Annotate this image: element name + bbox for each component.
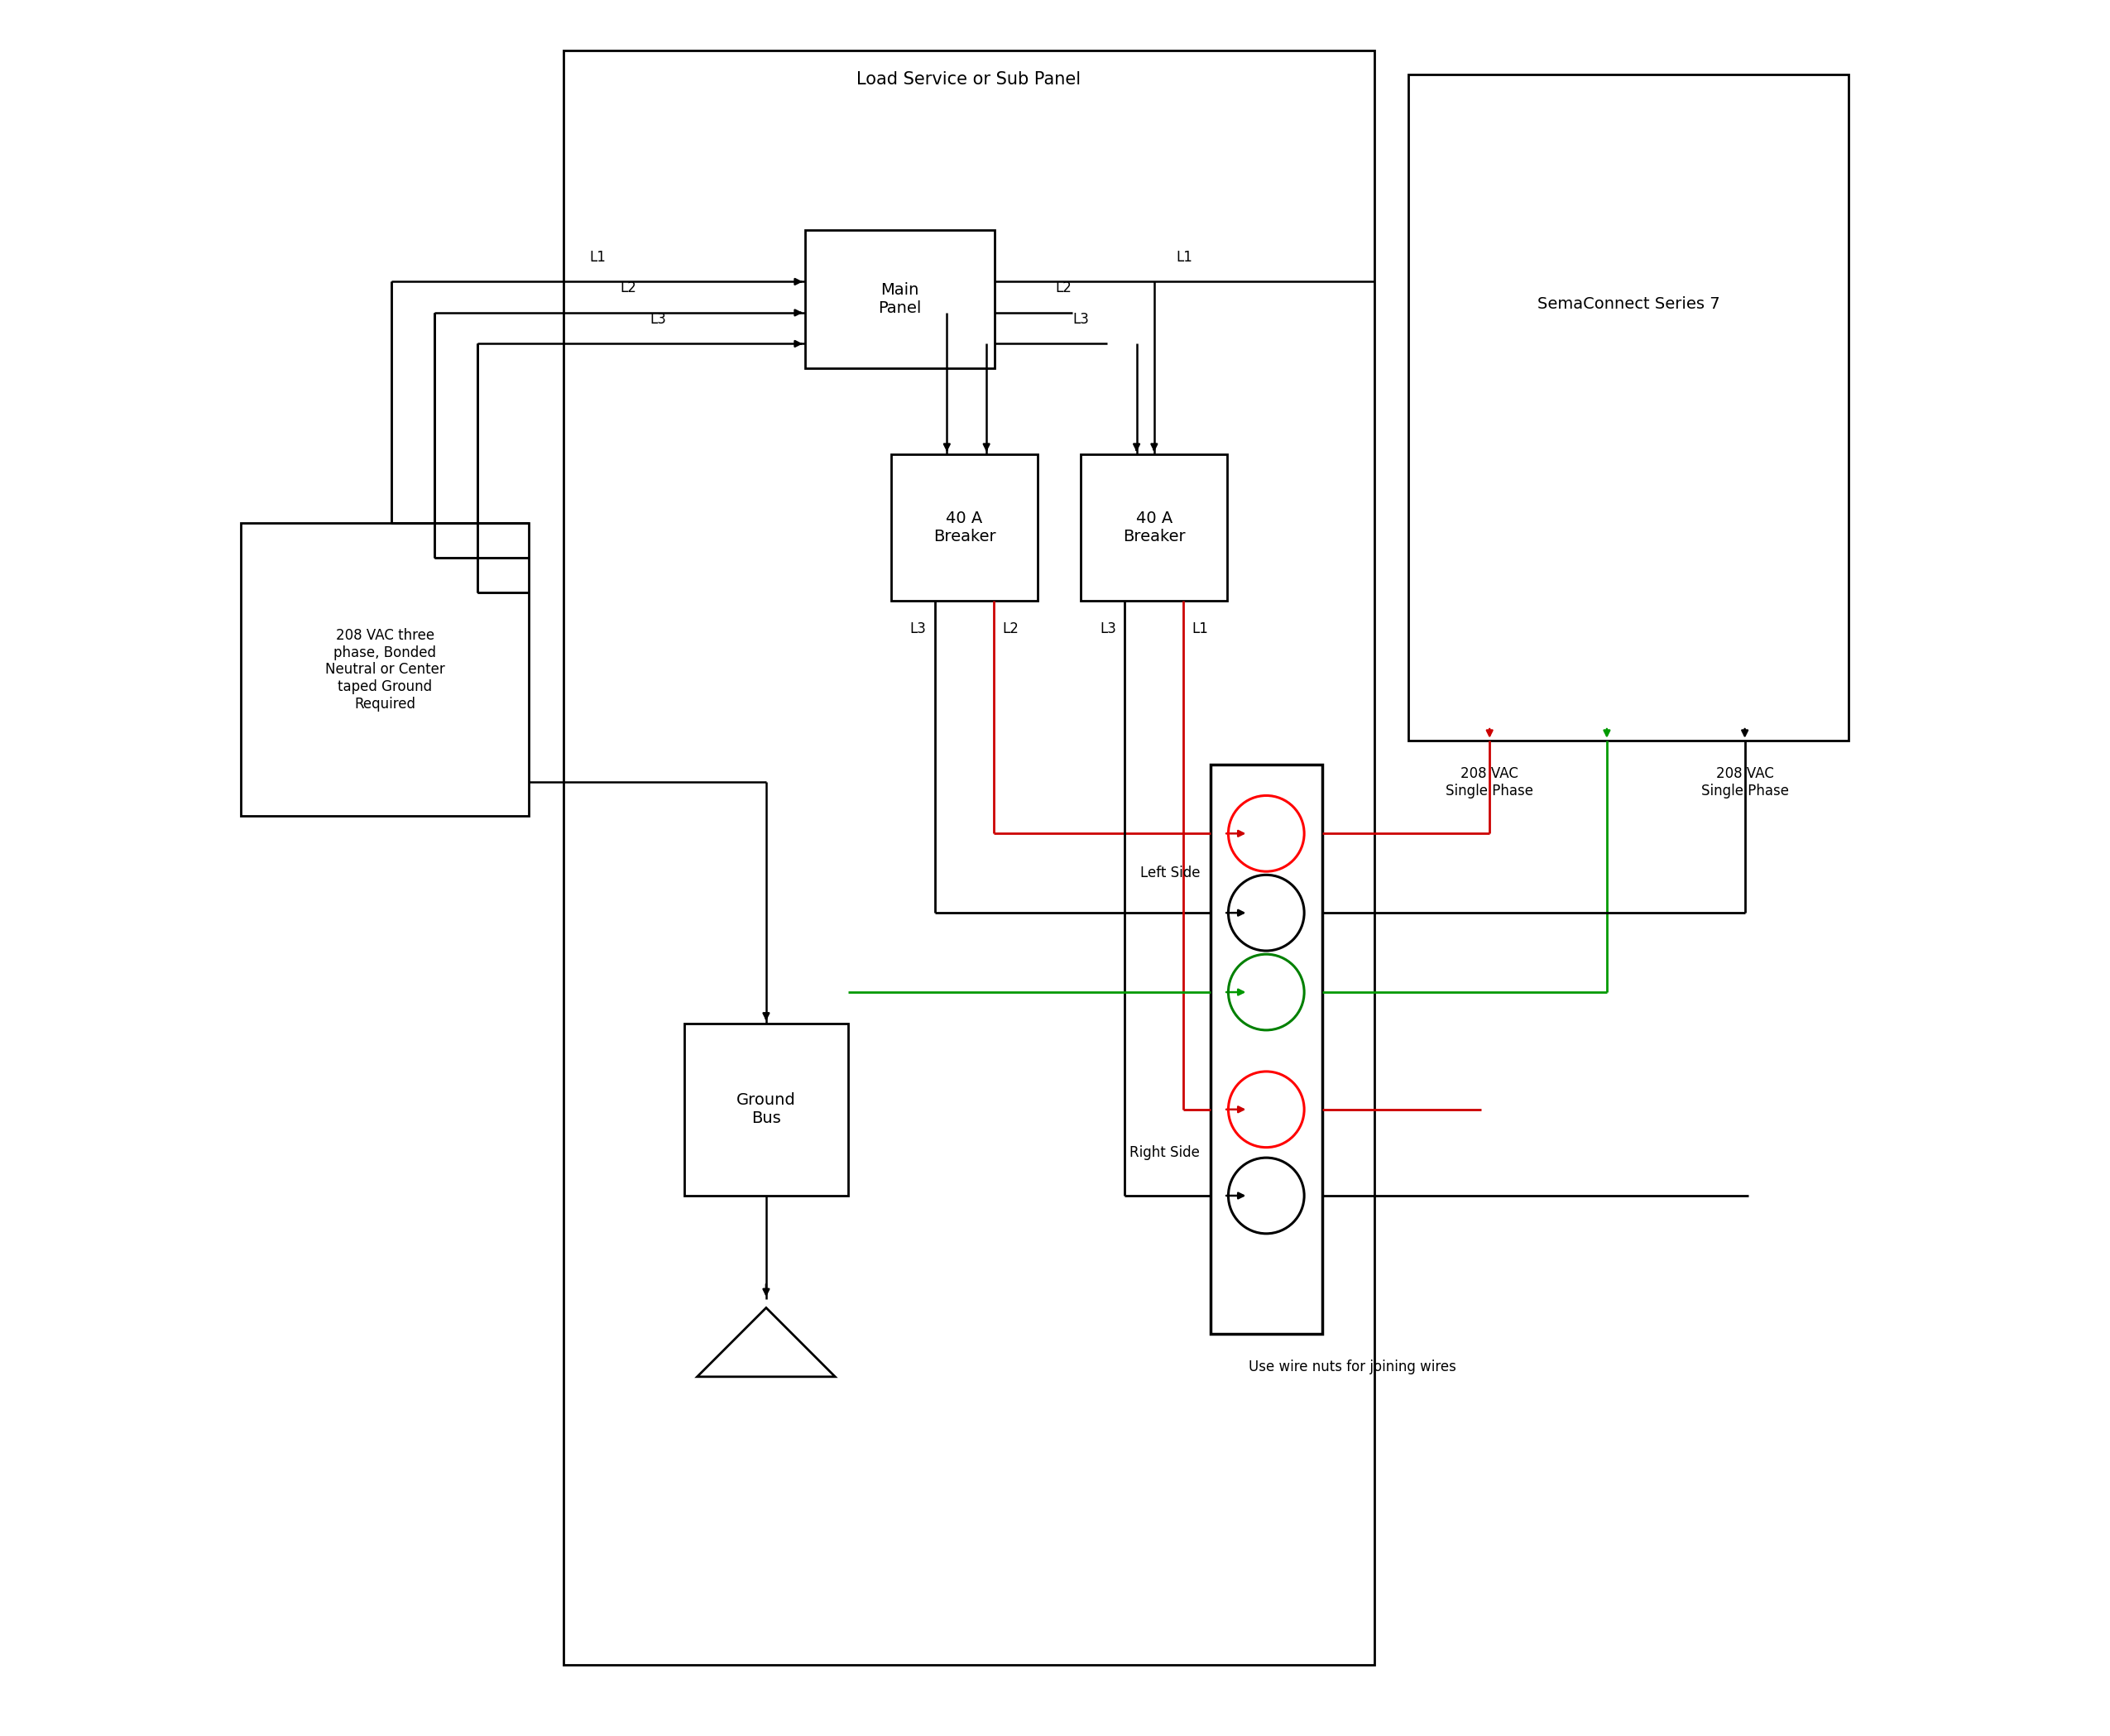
Text: L1: L1	[1192, 621, 1209, 637]
Text: SemaConnect Series 7: SemaConnect Series 7	[1536, 297, 1720, 312]
Text: Load Service or Sub Panel: Load Service or Sub Panel	[857, 71, 1080, 89]
Text: 208 VAC
Single Phase: 208 VAC Single Phase	[1445, 766, 1534, 799]
FancyBboxPatch shape	[804, 229, 994, 368]
FancyBboxPatch shape	[684, 1023, 848, 1196]
FancyBboxPatch shape	[563, 50, 1374, 1665]
Text: L1: L1	[591, 250, 606, 264]
Text: Right Side: Right Side	[1129, 1146, 1201, 1160]
FancyBboxPatch shape	[1211, 764, 1323, 1333]
Text: L2: L2	[1055, 281, 1072, 295]
FancyBboxPatch shape	[1409, 75, 1848, 740]
Text: Main
Panel: Main Panel	[878, 281, 922, 316]
Text: L1: L1	[1175, 250, 1192, 264]
Text: 208 VAC three
phase, Bonded
Neutral or Center
taped Ground
Required: 208 VAC three phase, Bonded Neutral or C…	[325, 628, 445, 712]
Text: 40 A
Breaker: 40 A Breaker	[1123, 510, 1186, 545]
Text: 208 VAC
Single Phase: 208 VAC Single Phase	[1701, 766, 1789, 799]
Text: Use wire nuts for joining wires: Use wire nuts for joining wires	[1249, 1359, 1456, 1375]
Text: L2: L2	[620, 281, 637, 295]
Text: 40 A
Breaker: 40 A Breaker	[933, 510, 996, 545]
Text: L2: L2	[1002, 621, 1019, 637]
Text: L3: L3	[1099, 621, 1116, 637]
FancyBboxPatch shape	[1080, 455, 1228, 601]
Text: L3: L3	[909, 621, 926, 637]
Text: L3: L3	[650, 311, 667, 326]
FancyBboxPatch shape	[241, 523, 530, 816]
FancyBboxPatch shape	[890, 455, 1038, 601]
Text: L3: L3	[1072, 311, 1089, 326]
Text: Ground
Bus: Ground Bus	[736, 1092, 795, 1127]
Text: Left Side: Left Side	[1139, 866, 1201, 880]
